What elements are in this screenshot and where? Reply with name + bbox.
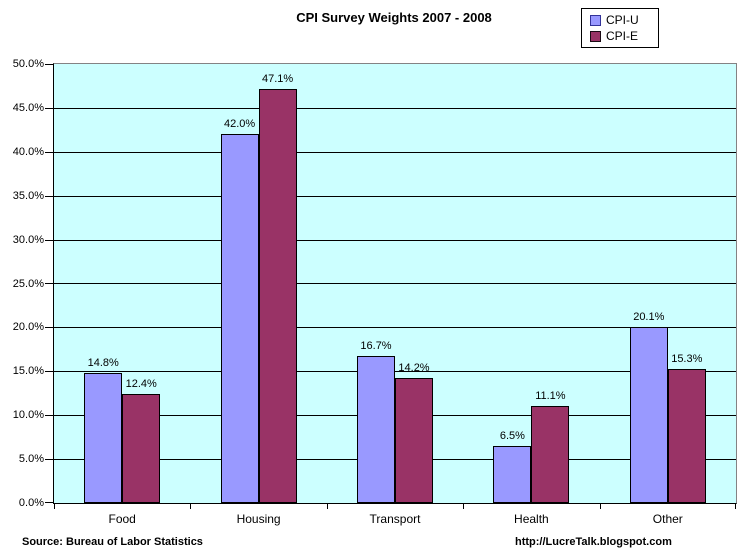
x-axis-tick (190, 503, 191, 509)
bar-cpi-u-health (493, 446, 531, 503)
y-axis-label: 45.0% (12, 101, 44, 114)
x-axis-tick (735, 503, 736, 509)
y-axis-tick (45, 371, 54, 372)
data-label-cpi-u-transport: 16.7% (360, 340, 392, 352)
source-note: Source: Bureau of Labor Statistics (22, 536, 203, 548)
category-label-transport: Transport (369, 512, 421, 526)
data-label-cpi-e-other: 15.3% (671, 353, 703, 365)
category-label-other: Other (652, 512, 683, 526)
bar-cpi-e-housing (259, 89, 297, 503)
y-axis-label: 25.0% (12, 277, 44, 290)
bar-cpi-u-food (84, 373, 122, 503)
gridline (54, 283, 736, 284)
plot-area: 0.0% 5.0% 10.0% 15.0% 20.0% 25.0% 30.0% 35.0% 40… (13, 58, 737, 526)
y-axis-tick (45, 327, 54, 328)
legend-label-cpi-u: CPI-U (606, 13, 639, 27)
y-axis-tick (45, 240, 54, 241)
data-label-cpi-u-housing: 42.0% (223, 118, 256, 130)
y-axis-label: 10.0% (12, 409, 44, 422)
gridline (54, 240, 736, 241)
x-axis-tick (463, 503, 464, 509)
x-axis-tick (600, 503, 601, 509)
bar-cpi-e-health (531, 406, 569, 503)
bar-cpi-u-housing (221, 134, 259, 503)
y-axis-label: 5.0% (18, 453, 44, 466)
gridline (54, 371, 736, 372)
y-axis-tick (45, 415, 54, 416)
legend-item-cpi-u: CPI-U (590, 12, 654, 28)
blog-url: http://LucreTalk.blogspot.com (515, 536, 672, 548)
data-label-cpi-e-transport: 14.2% (398, 362, 430, 374)
bar-cpi-u-transport (357, 356, 395, 503)
legend-swatch-cpi-e (590, 30, 601, 42)
legend: CPI-U CPI-E (581, 8, 659, 48)
category-label-food: Food (108, 512, 136, 526)
y-axis-tick (45, 502, 54, 503)
data-label-cpi-u-health: 6.5% (499, 430, 525, 442)
y-axis-label: 40.0% (12, 145, 44, 158)
y-axis-tick (45, 283, 54, 284)
legend-label-cpi-e: CPI-E (606, 29, 639, 43)
chart-title: CPI Survey Weights 2007 - 2008 (296, 10, 492, 25)
y-axis-label: 50.0% (12, 58, 44, 70)
bar-cpi-e-transport (395, 378, 433, 503)
data-label-cpi-u-other: 20.1% (633, 311, 665, 323)
category-label-health: Health (514, 512, 549, 526)
y-axis-tick (45, 459, 54, 460)
gridline (54, 152, 736, 153)
legend-swatch-cpi-u (590, 14, 601, 26)
bar-cpi-u-other (630, 327, 668, 503)
x-axis-tick (54, 503, 55, 509)
bar-cpi-e-food (122, 394, 160, 503)
y-axis-label: 20.0% (12, 321, 44, 334)
gridline (54, 108, 736, 109)
y-axis-tick (45, 152, 54, 153)
y-axis-label: 30.0% (12, 233, 44, 246)
y-axis-label: 35.0% (12, 189, 44, 202)
data-label-cpi-u-food: 14.8% (87, 357, 119, 369)
bar-cpi-e-other (668, 369, 706, 503)
gridline (54, 327, 736, 328)
legend-item-cpi-e: CPI-E (590, 28, 654, 44)
y-axis-label: 0.0% (18, 497, 44, 509)
y-axis-tick (45, 196, 54, 197)
y-axis-tick (45, 64, 54, 65)
data-label-cpi-e-housing: 47.1% (261, 73, 294, 85)
y-axis-label: 15.0% (12, 365, 44, 378)
data-label-cpi-e-food: 12.4% (125, 378, 157, 390)
data-label-cpi-e-health: 11.1% (535, 390, 566, 402)
y-axis-tick (45, 108, 54, 109)
category-label-housing: Housing (236, 512, 281, 526)
x-axis-tick (327, 503, 328, 509)
gridline (54, 196, 736, 197)
